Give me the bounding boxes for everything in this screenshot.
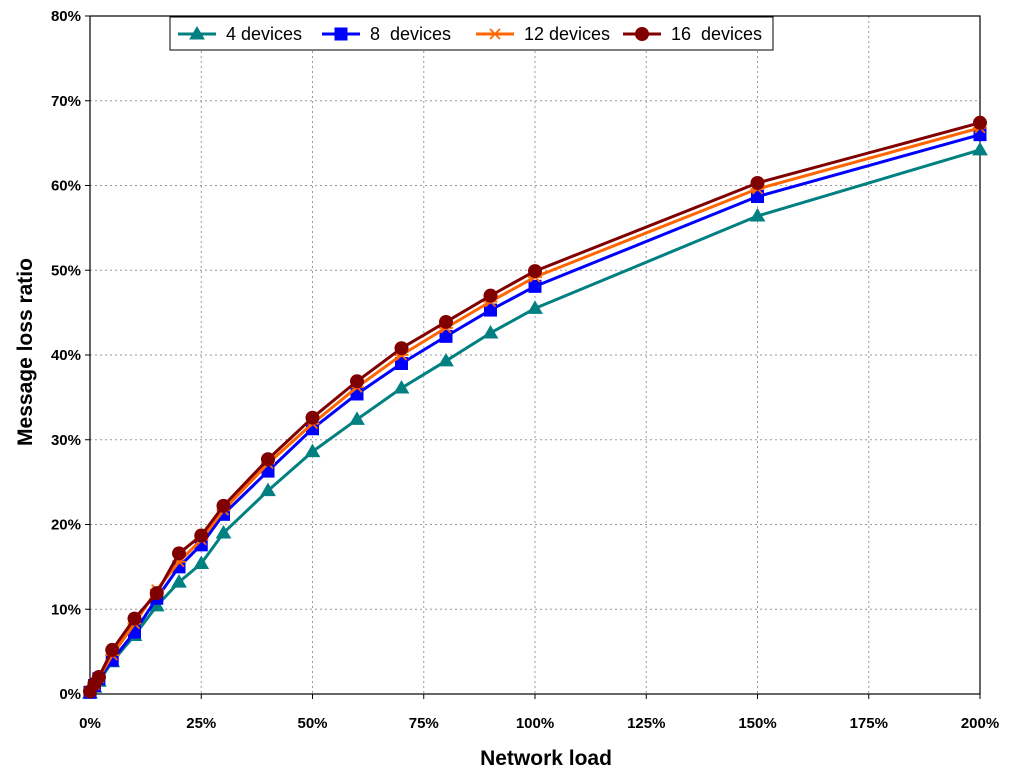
legend-box (169, 16, 774, 51)
data-point (972, 141, 988, 156)
data-point (438, 352, 454, 367)
data-point (439, 314, 453, 329)
data-point (749, 208, 766, 222)
data-point (394, 341, 409, 356)
data-point (483, 288, 498, 303)
x-axis-ticks: 0% 25% 50% 75% 100% 125% 150% 175% 200% (79, 694, 999, 732)
legend-label: 12 devices (524, 24, 610, 44)
data-point (350, 374, 364, 389)
legend-marker (189, 26, 205, 40)
data-point (528, 264, 542, 279)
y-axis-ticks: 0% 10% 20% 30% 40% 50% 60% 70% 80% (51, 8, 90, 703)
legend-item-3: 12 devices (476, 24, 610, 44)
x-tick-label: 100% (516, 715, 554, 732)
y-axis-label: Message loss ratio (14, 258, 37, 446)
data-point (172, 546, 186, 561)
legend-marker (635, 27, 649, 41)
data-point (973, 115, 987, 130)
data-point (260, 482, 276, 497)
series-layer (82, 115, 988, 699)
x-tick-label: 0% (79, 715, 101, 732)
x-tick-label: 75% (409, 715, 439, 732)
y-tick-label: 0% (59, 686, 81, 703)
legend-item-2: 8 devices (322, 24, 451, 44)
data-point (304, 443, 321, 458)
legend-item-4: 16 devices (623, 24, 762, 44)
legend-item-1: 4 devices (178, 24, 302, 44)
series-line (88, 126, 981, 693)
data-point (171, 574, 187, 588)
series-4 (83, 115, 987, 699)
x-tick-label: 50% (297, 715, 327, 732)
y-tick-label: 10% (51, 601, 81, 618)
legend-label: 8 devices (370, 24, 451, 44)
series-line (88, 133, 981, 694)
data-point (127, 611, 142, 626)
data-point (215, 524, 232, 539)
x-tick-label: 175% (850, 715, 888, 732)
data-point (349, 411, 365, 425)
x-tick-label: 150% (738, 715, 776, 732)
data-point (194, 528, 209, 543)
legend: 4 devices 8 devices 12 devices 16 devices (169, 16, 774, 51)
series-2 (83, 128, 987, 699)
legend-marker (334, 27, 348, 41)
data-point (395, 356, 408, 370)
data-point (393, 380, 410, 394)
y-tick-label: 30% (51, 432, 81, 449)
x-tick-label: 25% (186, 715, 216, 732)
y-tick-label: 70% (51, 93, 81, 110)
legend-label: 16 devices (671, 24, 762, 44)
data-point (149, 586, 164, 601)
data-point (91, 670, 106, 685)
data-point (484, 303, 497, 317)
x-tick-label: 200% (961, 715, 999, 732)
data-point (193, 555, 210, 569)
y-tick-label: 80% (51, 8, 81, 25)
y-tick-label: 40% (51, 347, 81, 364)
y-tick-label: 20% (51, 517, 81, 534)
legend-label: 4 devices (226, 24, 302, 44)
y-tick-label: 50% (51, 262, 81, 279)
data-point (305, 410, 320, 425)
data-point (528, 279, 542, 293)
data-point (750, 175, 765, 190)
data-point (527, 300, 543, 314)
data-point (439, 329, 453, 343)
legend-marker (488, 28, 502, 40)
data-point (482, 324, 499, 339)
data-point (105, 642, 120, 657)
data-point (216, 498, 231, 513)
y-tick-label: 60% (51, 178, 81, 195)
grid-lines (90, 16, 980, 694)
series-3 (83, 122, 987, 698)
x-tick-label: 125% (627, 715, 665, 732)
x-axis-label: Network load (480, 747, 612, 770)
data-point (261, 452, 275, 467)
